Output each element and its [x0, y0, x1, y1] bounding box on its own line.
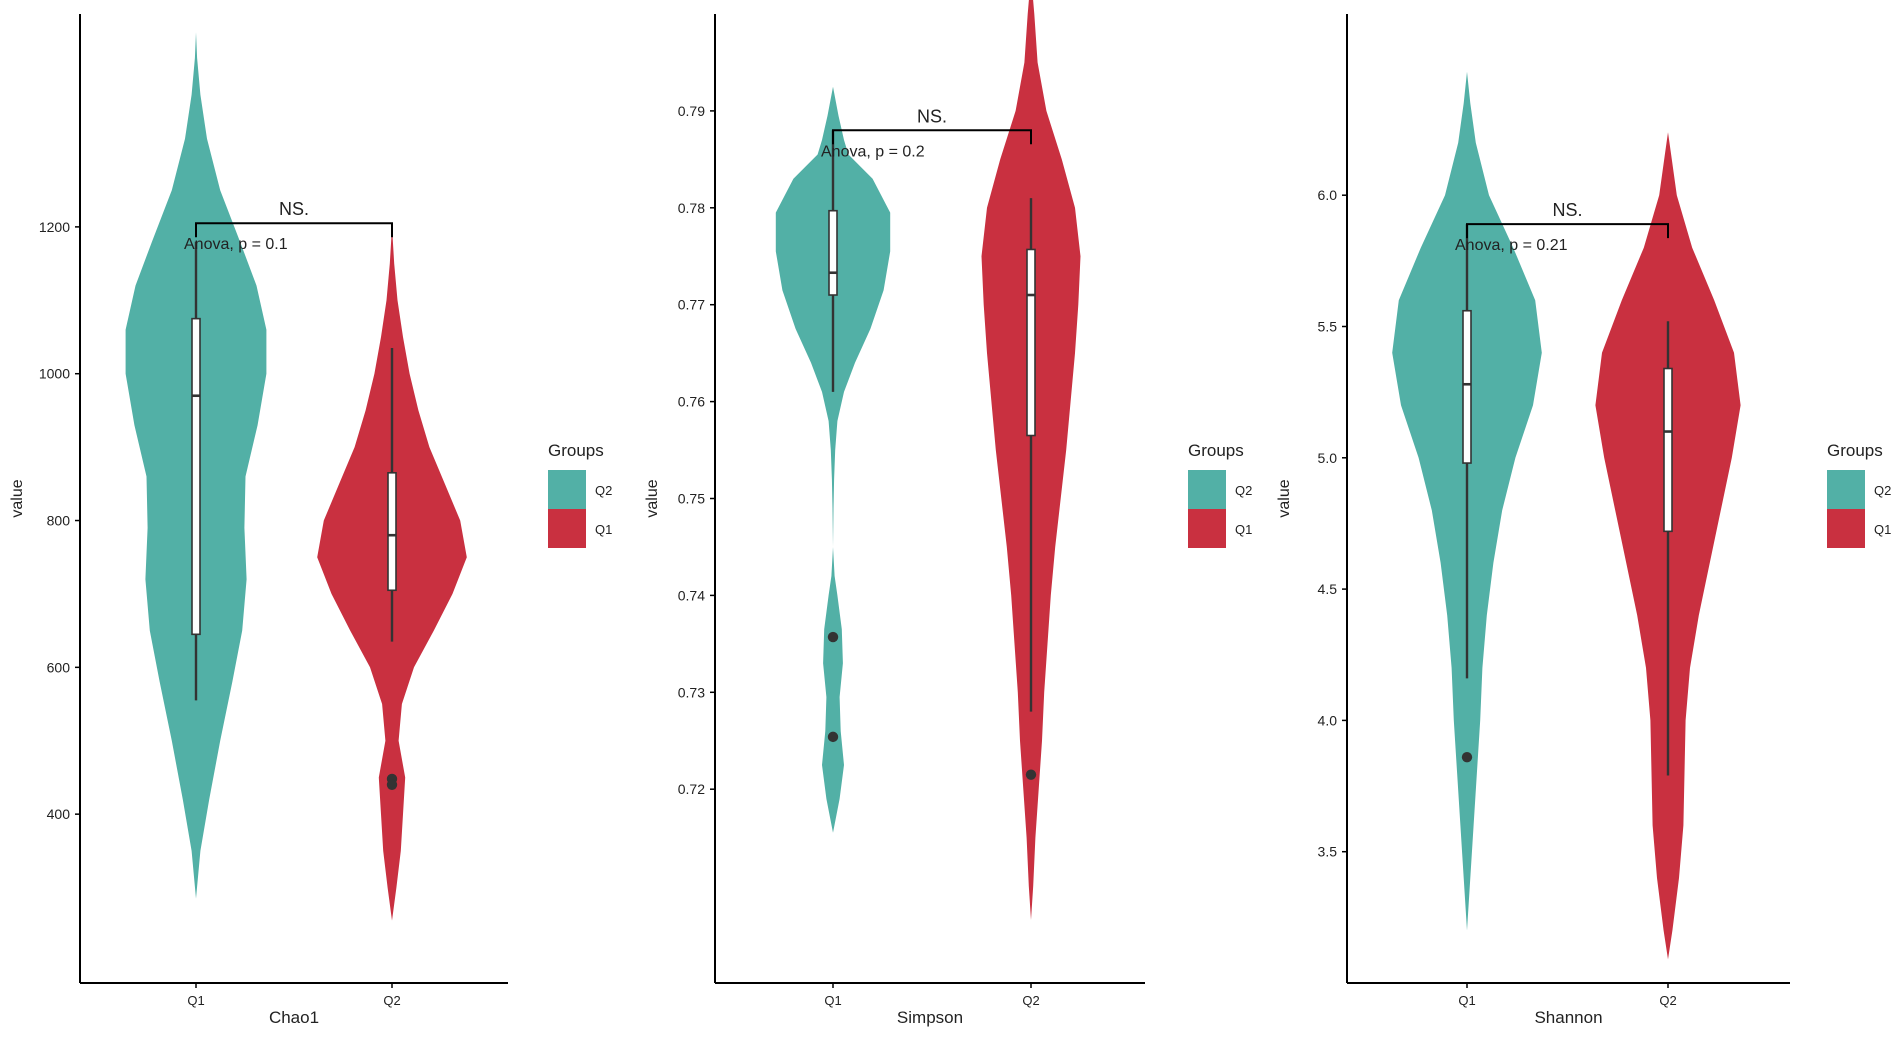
significance-bracket: [195, 222, 393, 238]
box-q2: [387, 472, 397, 592]
legend-key-q1: [1188, 509, 1226, 548]
significance-bracket: [832, 129, 1032, 145]
legend: Groups Q2 Q1: [1827, 441, 1891, 548]
legend: Groups Q2 Q1: [1188, 441, 1252, 548]
legend-key-q1: [1827, 509, 1865, 548]
box-q1: [191, 317, 201, 636]
outlier-point: [827, 731, 839, 743]
legend-key-q1: [548, 509, 586, 548]
legend: Groups Q2 Q1: [548, 441, 612, 548]
y-axis-label: value: [9, 479, 26, 517]
outlier-point: [386, 779, 398, 790]
anova-label: Anova, p = 0.21: [1455, 237, 1568, 254]
legend-key-q2: [1827, 470, 1865, 509]
y-axis-label: value: [644, 479, 661, 517]
y-tick-label: 1000: [39, 366, 70, 382]
legend-label: Q1: [595, 522, 612, 537]
panel-chao1: 400 600 800 1000 1200 Q1 Q2 Chao1 value NS. Anova,…: [9, 14, 612, 1027]
y-tick-label: 0.74: [678, 587, 705, 603]
y-tick-label: 0.79: [678, 103, 705, 119]
significance-bracket: [1466, 223, 1669, 239]
x-tick-label: Q2: [1659, 993, 1676, 1008]
legend-title: Groups: [548, 441, 604, 460]
outlier-point: [827, 631, 839, 643]
y-tick-label: 1200: [39, 219, 70, 235]
y-tick-label: 0.77: [678, 297, 705, 313]
x-axis-label: Shannon: [1534, 1008, 1602, 1027]
panel-simpson: 0.72 0.73 0.74 0.75 0.76 0.77 0.78 0.79 Q1 Q2 Simp…: [644, 0, 1252, 1027]
x-tick-label: Q1: [187, 993, 204, 1008]
outlier-point: [1025, 769, 1037, 780]
violin-q1: [775, 86, 891, 833]
panel-shannon: 3.5 4.0 4.5 5.0 5.5 6.0 Q1 Q2 Shannon value NS. Ano…: [1276, 14, 1891, 1027]
x-tick-label: Q1: [824, 993, 841, 1008]
legend-key-q2: [1188, 470, 1226, 509]
anova-label: Anova, p = 0.1: [184, 236, 288, 253]
y-tick-label: 600: [47, 659, 71, 675]
legend-label: Q1: [1874, 522, 1891, 537]
legend-title: Groups: [1188, 441, 1244, 460]
legend-key-q2: [548, 470, 586, 509]
y-tick-label: 0.76: [678, 394, 705, 410]
y-tick-label: 4.5: [1318, 581, 1338, 597]
outlier-point: [1461, 751, 1473, 763]
legend-title: Groups: [1827, 441, 1883, 460]
y-tick-label: 5.0: [1318, 450, 1338, 466]
legend-label: Q2: [1235, 483, 1252, 498]
x-axis-label: Simpson: [897, 1008, 963, 1027]
box-q1: [828, 209, 838, 296]
anova-label: Anova, p = 0.2: [821, 143, 925, 160]
legend-label: Q1: [1235, 522, 1252, 537]
x-tick-label: Q2: [1022, 993, 1039, 1008]
box-q1: [1462, 309, 1472, 464]
y-tick-label: 0.75: [678, 491, 705, 507]
y-tick-label: 5.5: [1318, 318, 1338, 334]
x-tick-label: Q1: [1458, 993, 1475, 1008]
y-axis-label: value: [1276, 479, 1293, 517]
significance-label: NS.: [1552, 200, 1582, 220]
x-tick-label: Q2: [383, 993, 400, 1008]
x-axis-label: Chao1: [269, 1008, 319, 1027]
y-tick-label: 400: [47, 806, 71, 822]
y-tick-label: 0.78: [678, 200, 705, 216]
y-tick-label: 0.73: [678, 684, 705, 700]
y-tick-label: 3.5: [1318, 844, 1338, 860]
y-tick-label: 6.0: [1318, 187, 1338, 203]
significance-label: NS.: [279, 199, 309, 219]
legend-label: Q2: [595, 483, 612, 498]
box-q2: [1026, 248, 1036, 437]
y-tick-label: 0.72: [678, 781, 705, 797]
y-tick-label: 4.0: [1318, 712, 1338, 728]
y-tick-label: 800: [47, 513, 71, 529]
box-q2: [1663, 367, 1673, 533]
significance-label: NS.: [917, 106, 947, 126]
legend-label: Q2: [1874, 483, 1891, 498]
